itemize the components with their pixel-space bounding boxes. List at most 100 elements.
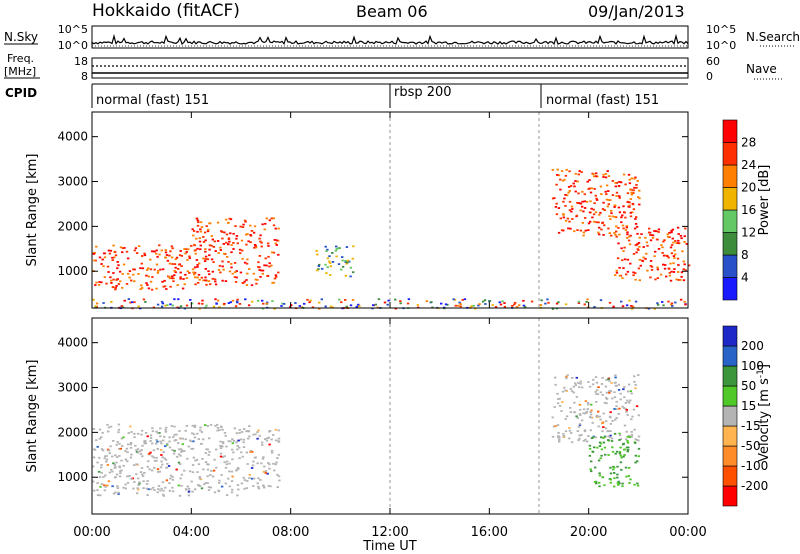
scatter-cell <box>161 481 165 484</box>
scatter-cell <box>172 452 176 455</box>
scatter-cell <box>619 392 622 395</box>
scatter-cell <box>198 262 201 265</box>
scatter-cell <box>589 429 592 432</box>
scatter-cell <box>576 201 579 204</box>
scatter-cell <box>605 391 609 394</box>
scatter-cell <box>618 407 621 410</box>
scatter-cell <box>191 464 195 466</box>
scatter-cell <box>613 391 616 394</box>
scatter-cell <box>116 261 119 263</box>
scatter-cell <box>306 298 309 301</box>
scatter-cell <box>602 201 605 204</box>
scatter-cell <box>344 261 347 263</box>
scatter-cell <box>238 457 241 460</box>
scatter-cell <box>145 274 148 277</box>
scatter-cell <box>675 242 678 244</box>
scatter-cell <box>196 230 199 233</box>
scatter-cell <box>241 257 244 260</box>
scatter-cell <box>245 262 249 265</box>
scatter-cell <box>557 436 560 439</box>
scatter-cell <box>230 263 233 265</box>
scatter-cell <box>634 176 637 179</box>
scatter-cell <box>578 423 582 425</box>
scatter-cell <box>170 256 174 259</box>
scatter-cell <box>584 229 587 232</box>
scatter-cell <box>229 440 232 443</box>
colorbar-tick-label: -50 <box>741 439 761 453</box>
scatter-cell <box>204 452 207 454</box>
scatter-cell <box>264 470 268 472</box>
scatter-cell <box>177 484 180 487</box>
scatter-cell <box>577 173 580 176</box>
scatter-cell <box>194 283 197 286</box>
scatter-cell <box>557 231 561 234</box>
scatter-cell <box>626 449 630 451</box>
scatter-cell <box>153 460 157 462</box>
scatter-cell <box>235 432 238 435</box>
scatter-cell <box>637 435 641 438</box>
colorbar-tick-label: 50 <box>741 379 756 393</box>
scatter-cell <box>218 482 221 484</box>
scatter-cell <box>135 473 138 476</box>
scatter-cell <box>166 259 170 262</box>
scatter-cell <box>595 389 599 392</box>
scatter-cell <box>272 251 276 254</box>
scatter-cell <box>106 464 109 466</box>
scatter-cell <box>225 445 228 448</box>
scatter-cell <box>615 450 619 453</box>
scatter-cell <box>217 252 220 254</box>
scatter-cell <box>112 244 115 247</box>
scatter-cell <box>670 252 674 255</box>
scatter-cell <box>250 467 254 469</box>
scatter-cell <box>219 440 222 443</box>
scatter-cell <box>244 261 247 264</box>
scatter-cell <box>677 271 680 273</box>
scatter-cell <box>657 228 661 231</box>
freq-tick-bottom: 8 <box>81 70 88 83</box>
scatter-cell <box>569 227 572 230</box>
scatter-cell <box>174 439 178 441</box>
colorbar-swatch <box>722 365 738 387</box>
scatter-cell <box>624 402 627 404</box>
scatter-cell <box>273 277 277 280</box>
scatter-cell <box>632 271 635 274</box>
scatter-cell <box>629 399 632 402</box>
scatter-cell <box>613 466 616 469</box>
scatter-cell <box>614 452 617 455</box>
scatter-cell <box>617 484 620 486</box>
scatter-cell <box>609 389 612 392</box>
scatter-cell <box>198 477 202 480</box>
scatter-cell <box>140 429 144 432</box>
scatter-cell <box>94 259 97 262</box>
scatter-cell <box>579 380 582 383</box>
scatter-cell <box>573 185 576 188</box>
scatter-cell <box>94 305 97 308</box>
scatter-cell <box>453 298 457 301</box>
scatter-cell <box>638 258 642 261</box>
scatter-cell <box>160 487 163 490</box>
scatter-cell <box>271 281 274 284</box>
scatter-cell <box>619 461 623 464</box>
scatter-cell <box>626 450 629 453</box>
scatter-cell <box>602 441 606 444</box>
scatter-cell <box>139 453 143 455</box>
scatter-cell <box>681 250 684 253</box>
scatter-cell <box>593 188 596 190</box>
scatter-cell <box>604 427 608 430</box>
scatter-cell <box>324 305 327 308</box>
scatter-cell <box>581 205 584 208</box>
scatter-cell <box>122 464 125 467</box>
scatter-cell <box>600 383 604 385</box>
scatter-cell <box>265 264 268 267</box>
scatter-cell <box>118 466 122 469</box>
scatter-cell <box>629 390 633 393</box>
scatter-cell <box>634 223 638 225</box>
scatter-cell <box>175 468 178 471</box>
scatter-cell <box>140 287 144 289</box>
scatter-cell <box>264 257 267 260</box>
scatter-cell <box>679 279 682 281</box>
scatter-cell <box>608 436 612 439</box>
scatter-cell <box>190 447 193 450</box>
scatter-cell <box>194 276 197 279</box>
scatter-cell <box>233 427 236 430</box>
